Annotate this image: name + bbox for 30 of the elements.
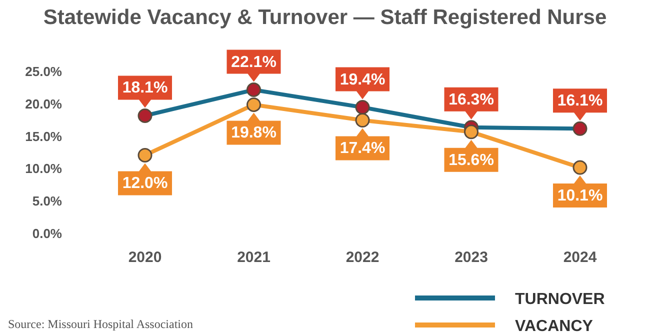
data-label: 15.6% — [448, 152, 494, 169]
chart-title: Statewide Vacancy & Turnover — Staff Registered Nurse — [43, 6, 607, 29]
data-label: 10.1% — [557, 188, 603, 205]
y-tick-label: 20.0% — [25, 96, 62, 112]
source-note: Source: Missouri Hospital Association — [8, 317, 193, 331]
data-label: 17.4% — [340, 140, 386, 158]
y-tick-label: 25.0% — [25, 64, 62, 79]
data-label: 18.1% — [122, 80, 168, 97]
legend-label: TURNOVER — [515, 291, 606, 308]
point — [572, 160, 588, 175]
x-tick-label: 2023 — [454, 249, 488, 266]
x-tick-label: 2020 — [128, 249, 162, 266]
y-tick-label: 10.0% — [25, 161, 62, 176]
x-tick-label: 2021 — [237, 249, 270, 266]
data-label: 16.1% — [557, 92, 603, 110]
data-label: 19.8% — [231, 124, 276, 142]
point — [355, 113, 370, 128]
legend-label: VACANCY — [515, 318, 594, 335]
x-tick-label: 2022 — [346, 249, 380, 266]
point — [246, 97, 261, 112]
data-label: 16.3% — [448, 91, 494, 108]
data-label: 12.0% — [122, 175, 168, 192]
y-tick-label: 5.0% — [32, 194, 62, 209]
y-tick-label: 0.0% — [32, 226, 62, 241]
data-label: 19.4% — [340, 71, 386, 88]
y-tick-label: 15.0% — [25, 128, 62, 144]
point — [464, 124, 478, 140]
point — [138, 148, 152, 162]
x-tick-label: 2024 — [563, 249, 598, 266]
data-label: 22.1% — [231, 54, 276, 71]
